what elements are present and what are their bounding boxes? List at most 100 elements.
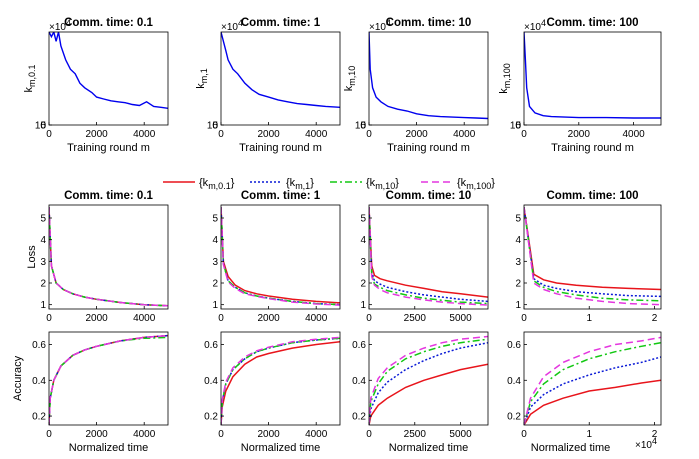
x-tick-label: 5000: [449, 429, 472, 440]
y-tick-label: 0.4: [507, 376, 521, 387]
x-tick-label: 2500: [404, 429, 427, 440]
x-tick-label: 2000: [85, 429, 108, 440]
series-line-2: [524, 207, 661, 298]
legend-main: {k: [286, 177, 296, 189]
panel-title: Comm. time: 1: [241, 190, 321, 202]
series-line-3: [221, 337, 340, 425]
series-line-4: [221, 207, 340, 306]
y-tick-label: 10: [35, 120, 47, 131]
y-tick-label: 0.6: [32, 340, 46, 351]
x-axis-label: Normalized time: [69, 442, 148, 454]
x-axis-label: Training round m: [387, 142, 470, 154]
x-tick-label: 0: [46, 313, 52, 324]
x-tick-label: 4000: [622, 129, 645, 140]
chart-panel-acc-2: 0 2000 4000 0.2 0.4 0.6 Normalized time: [204, 331, 341, 454]
series-line-3: [524, 207, 661, 302]
y-tick-label: 0.6: [507, 340, 521, 351]
exp-base: ×10: [369, 22, 386, 33]
y-tick-label: 0.4: [204, 376, 218, 387]
x-tick-label: 4000: [133, 429, 156, 440]
x-tick-label: 2000: [257, 429, 280, 440]
series-line-1: [221, 341, 340, 425]
series-line-4: [524, 336, 661, 425]
legend: {km,0.1} {km,1} {km,10} {km,100}: [163, 177, 495, 191]
chart-panel-loss-1: Comm. time: 0.1 0 2000 4000 1 2 3 4 5 Loss: [26, 190, 169, 324]
x-tick-label: 4000: [305, 313, 328, 324]
legend-main: {k: [199, 177, 209, 189]
y-tick-label: 2: [515, 279, 521, 290]
x-axis-label: Normalized time: [531, 442, 610, 454]
y-tick-label: 10: [207, 120, 219, 131]
y-tick-label: 5: [212, 214, 218, 225]
legend-sub: m,10: [375, 181, 395, 191]
y-tick-label: 3: [515, 257, 521, 268]
legend-label-1: {km,0.1}: [199, 177, 235, 191]
x-tick-label: 2: [652, 429, 658, 440]
k-sub: m,1: [199, 68, 209, 83]
y-tick-label: 0.4: [32, 376, 46, 387]
y-tick-label: 0: [360, 121, 366, 132]
series-line-1: [49, 334, 168, 425]
chart-panel-acc-4: 0 1 2 0.2 0.4 0.6 ×104 Normalized time: [507, 331, 662, 454]
x-tick-label: 1: [586, 429, 592, 440]
exp-base: ×10: [49, 22, 66, 33]
y-axis-label: Accuracy: [12, 355, 24, 401]
x-tick-label: 0: [218, 429, 224, 440]
k-main: k: [498, 88, 510, 94]
x-tick-label: 2000: [85, 313, 108, 324]
y-tick-label: 1: [40, 300, 46, 311]
x-tick-label: 4000: [305, 129, 328, 140]
y-tick-label: 0.4: [352, 376, 366, 387]
y-tick-label: 4: [212, 235, 218, 246]
x-tick-label: 0: [521, 429, 527, 440]
x-tick-label: 0: [46, 129, 52, 140]
panel-title: Comm. time: 0.1: [64, 17, 153, 29]
legend-label-2: {km,1}: [286, 177, 314, 191]
x-tick-label: 0: [218, 313, 224, 324]
y-tick-label: 3: [212, 257, 218, 268]
y-tick-label: 0.2: [204, 412, 218, 423]
y-tick-label: 0.2: [32, 412, 46, 423]
legend-label-3: {km,10}: [366, 177, 399, 191]
y-tick-label: 0: [515, 121, 521, 132]
panel-title: Comm. time: 10: [386, 17, 472, 29]
exp-base: ×10: [635, 440, 652, 451]
x-tick-label: 2000: [405, 129, 428, 140]
y-tick-label: 5: [40, 214, 46, 225]
x-tick-label: 0: [218, 129, 224, 140]
series-line-1: [524, 207, 661, 291]
x-axis-label: Normalized time: [389, 442, 468, 454]
series-line-3: [49, 336, 168, 425]
legend-sub: m,1: [295, 181, 310, 191]
y-tick-label: 2: [212, 279, 218, 290]
panel-title: Comm. time: 100: [546, 190, 638, 202]
x-tick-label: 4000: [133, 129, 156, 140]
k-sub: m,0.1: [27, 64, 37, 87]
axes-box: [220, 204, 341, 310]
axes-box: [523, 331, 662, 426]
k-series-line: [221, 32, 340, 108]
y-tick-label: 0: [212, 121, 218, 132]
series-line-3: [369, 207, 488, 305]
legend-close: }: [491, 177, 495, 189]
x-tick-label: 0: [46, 429, 52, 440]
y-axis-label: km,100: [498, 63, 512, 94]
k-sub: m,10: [347, 66, 357, 86]
k-series-line: [369, 32, 488, 120]
chart-panel-acc-3: 0 2500 5000 0.2 0.4 0.6 Normalized time: [352, 331, 489, 454]
y-tick-label: 3: [360, 257, 366, 268]
y-tick-label: 5: [360, 214, 366, 225]
x-tick-label: 2500: [404, 313, 427, 324]
y-exponent-label: ×104: [524, 18, 546, 33]
series-line-4: [49, 334, 168, 425]
y-exponent-label: ×104: [49, 18, 71, 33]
series-line-3: [369, 338, 488, 425]
axes-box: [220, 31, 341, 126]
k-sub: m,100: [502, 63, 512, 88]
y-tick-label: 1: [515, 300, 521, 311]
y-axis-label: km,10: [343, 66, 357, 92]
